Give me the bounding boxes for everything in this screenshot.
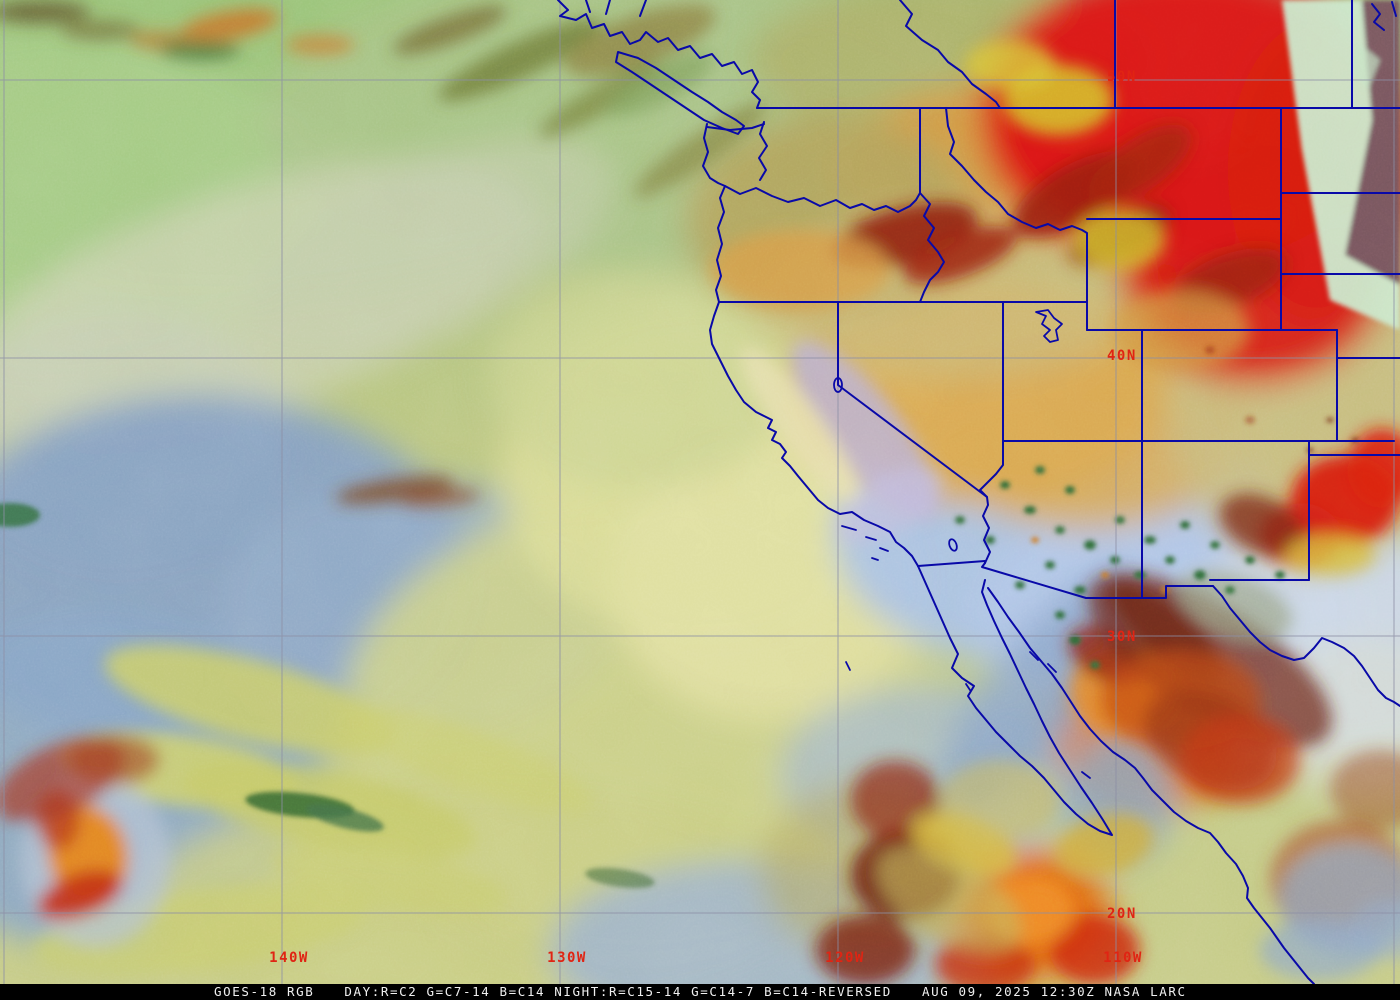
juan-de-fuca-strait (706, 123, 765, 131)
latitude-label: 20N (1107, 906, 1137, 922)
borders-layer (557, 0, 1400, 984)
id-mt-border (945, 107, 1088, 331)
wa-id-border (919, 107, 945, 303)
puget-sound (758, 121, 768, 181)
status-product-label: GOES-18 RGB (214, 984, 315, 999)
longitude-label: 130W (547, 950, 587, 966)
cedros-island (965, 683, 971, 691)
coordinate-labels: 50N 40N 30N 20N 140W 130W 120W 110W (269, 69, 1143, 966)
status-recipe-label: DAY:R=C2 G=C7-14 B=C14 NIGHT:R=C15-14 G=… (344, 984, 892, 999)
lake-tahoe (833, 377, 843, 393)
bc-fjord-stub (585, 0, 647, 17)
great-salt-lake (1035, 309, 1063, 343)
channel-islands (841, 525, 889, 561)
status-timestamp-label: AUG 09, 2025 12:30Z NASA LARC (921, 984, 1187, 999)
latitude-label: 50N (1107, 69, 1137, 85)
longitude-label: 140W (269, 950, 309, 966)
bc-coastline (557, 0, 761, 109)
guadalupe-island (845, 661, 851, 671)
nv-az-border (979, 440, 1004, 564)
longitude-label: 110W (1103, 950, 1143, 966)
ca-nv-border (837, 301, 988, 498)
bc-ab-border (899, 0, 1001, 109)
pacific-coastline (702, 123, 919, 567)
longitude-label: 120W (825, 950, 865, 966)
gulf-islands (1029, 651, 1091, 779)
ca-mexico-border (917, 560, 1214, 599)
status-bar: GOES-18 RGB DAY:R=C2 G=C7-14 B=C14 NIGHT… (0, 984, 1400, 1000)
rio-grande (1212, 585, 1400, 707)
mb-lakes (1371, 1, 1397, 31)
salton-sea (948, 538, 958, 552)
mexico-mainland-coastline (987, 587, 1315, 984)
wa-or-border (724, 185, 921, 213)
latitude-label: 40N (1107, 348, 1137, 364)
baja-coastline (917, 565, 1113, 836)
latitude-label: 30N (1107, 629, 1137, 645)
